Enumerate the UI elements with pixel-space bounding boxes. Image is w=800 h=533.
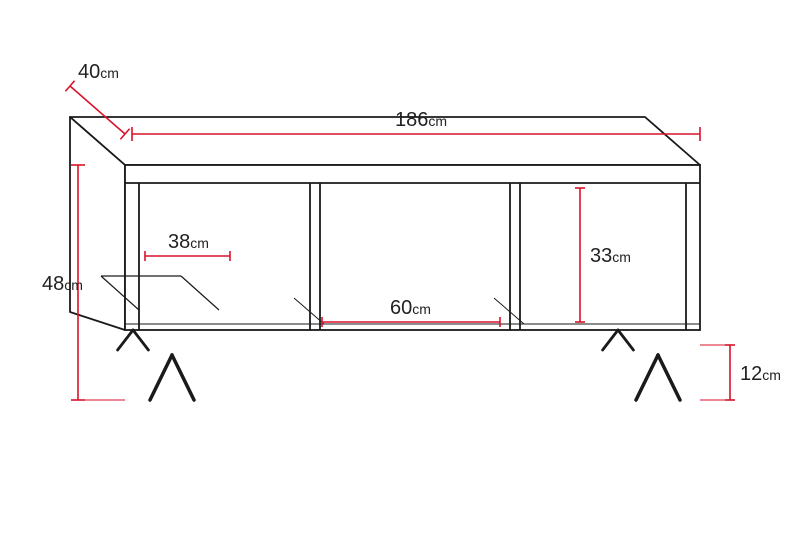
label-width-value: 186 [395, 109, 428, 131]
label-shelf-height: 33cm [590, 245, 631, 267]
legs [118, 330, 680, 400]
label-width: 186cm [395, 109, 447, 131]
label-shelf-width-unit: cm [412, 301, 431, 317]
label-shelf-depth-unit: cm [190, 235, 209, 251]
cabinet-outline [70, 117, 700, 330]
label-shelf-width-value: 60 [390, 297, 412, 319]
label-leg-height-value: 12 [740, 363, 762, 385]
label-shelf-depth-value: 38 [168, 231, 190, 253]
label-shelf-height-unit: cm [612, 249, 631, 265]
label-height-unit: cm [64, 277, 83, 293]
label-depth: 40cm [78, 61, 119, 83]
label-depth-value: 40 [78, 61, 100, 83]
label-leg-height-unit: cm [762, 367, 781, 383]
label-leg-height: 12cm [740, 363, 781, 385]
label-height: 48cm [42, 273, 83, 295]
label-shelf-width: 60cm [390, 297, 431, 319]
label-shelf-depth: 38cm [168, 231, 209, 253]
label-depth-unit: cm [100, 65, 119, 81]
label-width-unit: cm [428, 113, 447, 129]
label-height-value: 48 [42, 273, 64, 295]
furniture-dimension-diagram: 40cm186cm48cm38cm60cm33cm12cm [0, 0, 800, 533]
label-shelf-height-value: 33 [590, 245, 612, 267]
